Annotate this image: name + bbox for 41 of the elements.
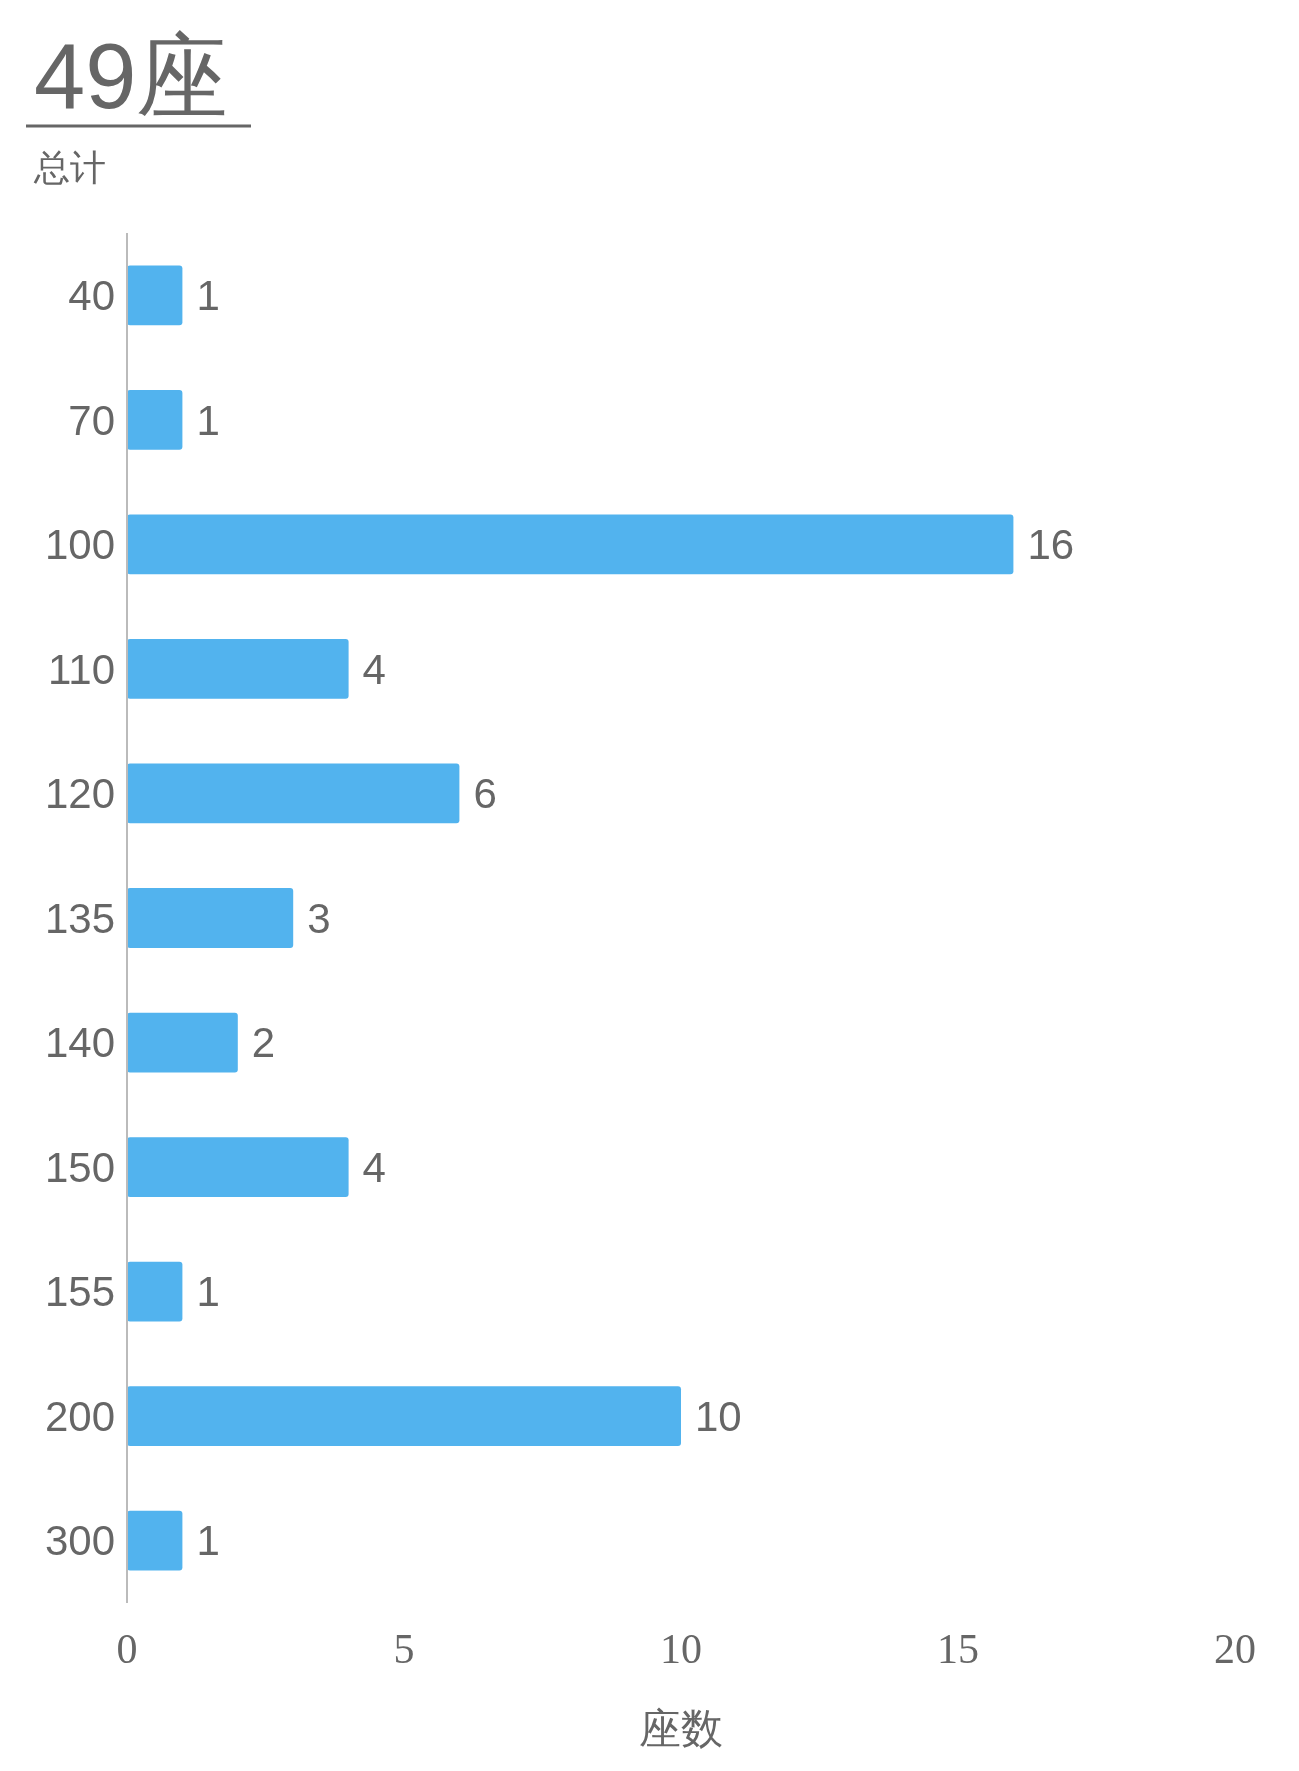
y-tick-label: 135 — [44, 894, 115, 942]
y-tick-label: 155 — [44, 1268, 115, 1316]
data-label: 1 — [196, 1268, 220, 1316]
data-label: 2 — [251, 1019, 276, 1067]
data-label: 1 — [196, 271, 220, 319]
chart-title: 49座 — [34, 25, 229, 127]
bar — [127, 1510, 183, 1571]
bar — [127, 1261, 183, 1322]
bar — [127, 389, 183, 450]
y-tick-label: 40 — [68, 271, 115, 319]
x-tick-label: 5 — [393, 1626, 415, 1672]
data-label: 6 — [473, 770, 497, 818]
y-tick-label: 100 — [44, 521, 115, 569]
y-tick-label: 300 — [44, 1517, 115, 1565]
data-label: 4 — [362, 1143, 386, 1191]
x-tick-label: 0 — [116, 1626, 138, 1672]
bar — [127, 639, 349, 699]
bar — [127, 514, 1014, 575]
y-tick-label: 140 — [44, 1019, 115, 1067]
x-tick-label: 20 — [1214, 1626, 1256, 1672]
bar — [127, 1386, 681, 1447]
data-label: 3 — [307, 894, 331, 942]
bar — [127, 888, 294, 948]
y-tick-label: 70 — [68, 396, 115, 444]
y-tick-label: 150 — [44, 1143, 115, 1191]
bar — [127, 763, 460, 824]
data-label: 16 — [1027, 521, 1075, 569]
chart-subtitle: 总计 — [33, 147, 106, 188]
bar — [127, 1137, 349, 1197]
y-tick-label: 200 — [44, 1392, 115, 1440]
y-tick-label: 120 — [44, 770, 115, 818]
data-label: 10 — [695, 1392, 742, 1440]
data-label: 4 — [362, 645, 386, 693]
x-tick-label: 15 — [937, 1626, 979, 1672]
data-label: 1 — [196, 1517, 220, 1565]
x-tick-label: 10 — [660, 1626, 702, 1672]
data-label: 1 — [196, 396, 220, 444]
bar — [127, 265, 183, 326]
y-tick-label: 110 — [48, 645, 115, 693]
bar — [127, 1012, 238, 1073]
x-axis-title: 座数 — [639, 1705, 723, 1752]
